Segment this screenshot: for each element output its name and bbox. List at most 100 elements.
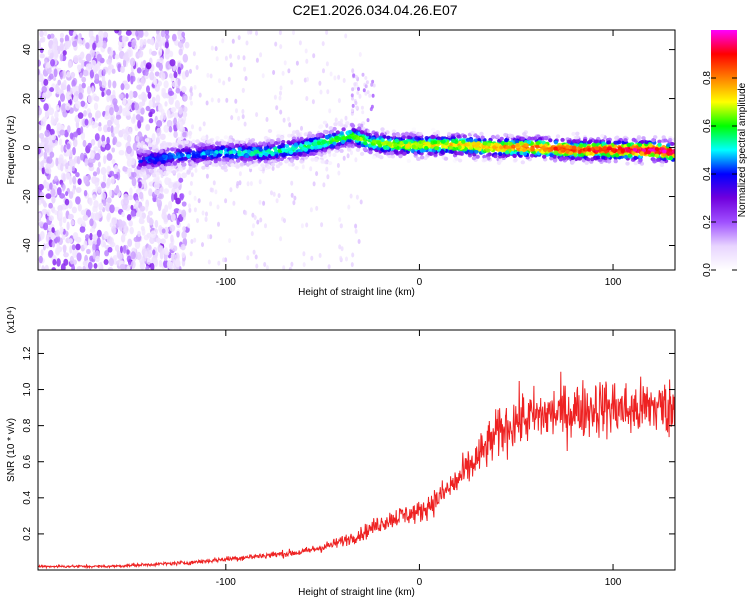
heatmap-cell xyxy=(82,38,86,46)
heatmap-cell xyxy=(398,154,403,159)
heatmap-cell xyxy=(299,159,304,164)
heatmap-cell xyxy=(161,166,167,171)
heatmap-cell xyxy=(575,139,581,143)
heatmap-cell xyxy=(145,62,152,70)
heatmap-cell xyxy=(42,92,46,101)
heatmap-cell xyxy=(139,191,144,200)
heatmap-cell xyxy=(287,147,292,152)
heatmap-cell xyxy=(157,49,163,57)
heatmap-cell xyxy=(157,103,163,113)
heatmap-cell xyxy=(206,139,211,144)
heatmap-cell xyxy=(118,93,124,100)
heatmap-cell xyxy=(639,151,645,156)
heatmap-cell xyxy=(594,146,600,151)
heatmap-cell xyxy=(228,238,232,244)
heatmap-cell xyxy=(121,128,126,134)
heatmap-cell xyxy=(223,135,229,140)
heatmap-cell xyxy=(155,94,161,104)
heatmap-cell xyxy=(351,96,354,101)
heatmap-cell xyxy=(496,160,502,165)
heatmap-cell xyxy=(158,57,164,65)
heatmap-cell xyxy=(326,149,332,154)
heatmap-cell xyxy=(276,137,281,142)
heatmap-cell xyxy=(505,150,510,155)
heatmap-cell xyxy=(356,90,360,95)
heatmap-cell xyxy=(103,124,109,133)
heatmap-cell xyxy=(42,116,48,122)
heatmap-cell xyxy=(354,101,358,105)
heatmap-cell xyxy=(209,234,213,240)
heatmap-cell xyxy=(287,68,291,74)
heatmap-cell xyxy=(146,232,152,238)
heatmap-cell xyxy=(113,173,119,179)
heatmap-cell xyxy=(657,139,662,144)
heatmap-cell xyxy=(310,145,315,150)
heatmap-cell xyxy=(325,30,329,35)
heatmap-cell xyxy=(248,165,254,169)
heatmap-cell xyxy=(347,138,352,143)
heatmap-cell xyxy=(89,69,95,79)
heatmap-cell xyxy=(102,199,107,207)
heatmap-cell xyxy=(134,102,140,111)
heatmap-cell xyxy=(69,132,74,140)
heatmap-cell xyxy=(633,155,638,160)
heatmap-cell xyxy=(182,226,187,232)
heatmap-cell xyxy=(623,138,628,143)
heatmap-cell xyxy=(186,154,191,159)
heatmap-cell xyxy=(411,144,416,149)
heatmap-cell xyxy=(138,162,143,167)
heatmap-cell xyxy=(94,73,100,83)
heatmap-cell xyxy=(153,78,157,86)
heatmap-cell xyxy=(469,149,474,154)
heatmap-cell xyxy=(340,139,346,144)
heatmap-cell xyxy=(283,218,286,224)
heatmap-cell xyxy=(134,240,141,250)
heatmap-cell xyxy=(568,151,574,156)
heatmap-cell xyxy=(201,242,204,248)
heatmap-cell xyxy=(273,146,278,151)
heatmap-cell xyxy=(217,221,220,227)
heatmap-cell xyxy=(97,262,101,269)
heatmap-cell xyxy=(401,135,407,140)
heatmap-cell xyxy=(265,117,269,122)
heatmap-cell xyxy=(60,144,64,153)
heatmap-cell xyxy=(227,76,231,82)
heatmap-cell xyxy=(121,35,126,43)
heatmap-cell xyxy=(164,41,169,49)
heatmap-cell xyxy=(655,157,661,162)
heatmap-cell xyxy=(124,126,131,135)
heatmap-cell xyxy=(107,79,112,89)
heatmap-cell xyxy=(363,141,368,146)
heatmap-cell xyxy=(160,36,166,43)
heatmap-cell xyxy=(177,164,182,169)
heatmap-cell xyxy=(221,38,225,44)
heatmap-cell xyxy=(623,154,629,159)
heatmap-cell xyxy=(169,242,174,250)
heatmap-cell xyxy=(193,84,197,90)
heatmap-cell xyxy=(416,156,421,161)
heatmap-cell xyxy=(108,64,114,70)
heatmap-cell xyxy=(504,138,509,143)
heatmap-cell xyxy=(606,153,611,158)
heatmap-cell xyxy=(62,50,67,56)
heatmap-cell xyxy=(221,161,227,166)
heatmap-cell xyxy=(225,97,229,103)
heatmap-cell xyxy=(638,158,643,163)
heatmap-cell xyxy=(164,33,170,40)
heatmap-cell xyxy=(187,223,191,229)
heatmap-cell xyxy=(128,258,132,266)
heatmap-cell xyxy=(279,109,283,115)
heatmap-cell xyxy=(49,87,55,93)
heatmap-cell xyxy=(593,139,599,144)
heatmap-cell xyxy=(372,145,377,150)
heatmap-cell xyxy=(362,147,368,152)
heatmap-cell xyxy=(82,214,89,221)
heatmap-cell xyxy=(318,144,323,149)
heatmap-cell xyxy=(195,158,200,163)
heatmap-cell xyxy=(193,207,197,213)
heatmap-cell xyxy=(238,171,242,177)
heatmap-cell xyxy=(288,122,292,128)
heatmap-cell xyxy=(206,145,211,150)
heatmap-cell xyxy=(350,150,353,156)
